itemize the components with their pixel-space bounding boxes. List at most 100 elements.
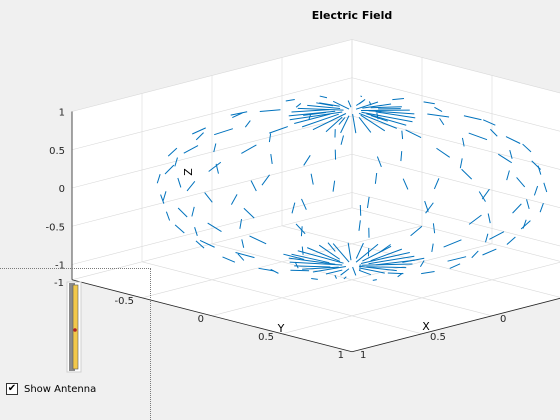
field-arrow — [192, 127, 206, 135]
antenna-feed-point — [73, 328, 77, 332]
field-arrow — [461, 137, 465, 147]
field-arrow — [164, 164, 175, 175]
pole-field-arrow — [352, 113, 357, 134]
field-arrow — [376, 156, 382, 168]
grid-line — [351, 115, 560, 170]
pole-field-arrow — [370, 106, 402, 109]
field-arrow — [191, 206, 195, 217]
field-arrow — [261, 174, 270, 186]
pole-field-arrow — [375, 111, 416, 119]
grid-line — [71, 39, 353, 112]
field-arrow — [481, 188, 490, 200]
pole-field-arrow — [312, 113, 347, 131]
field-arrow — [522, 143, 532, 153]
field-arrow — [183, 145, 199, 154]
field-arrow — [195, 240, 205, 249]
pole-field-arrow — [355, 242, 364, 259]
antenna-panel: ✔ Show Antenna — [0, 268, 151, 420]
field-arrow — [208, 161, 222, 172]
field-arrow — [199, 239, 215, 248]
grid-line — [71, 77, 353, 151]
field-arrow — [425, 202, 434, 214]
floor-wall — [72, 207, 560, 352]
z-tick-label: -0.5 — [45, 222, 65, 233]
pole-field-arrow — [291, 253, 330, 264]
field-arrow — [537, 165, 542, 175]
pole-field-arrow — [355, 101, 379, 110]
field-arrow — [485, 233, 489, 243]
pole-field-arrow — [325, 269, 343, 275]
field-arrow — [294, 261, 299, 269]
field-arrow — [497, 153, 513, 164]
field-arrow — [419, 260, 425, 268]
pole-field-arrow — [325, 116, 343, 133]
checkbox-box[interactable]: ✔ — [6, 383, 18, 395]
pole-field-arrow — [358, 117, 372, 133]
grid-line — [351, 153, 560, 209]
pole-field-arrow — [356, 100, 364, 106]
pole-field-arrow — [294, 113, 331, 125]
x-tick-label: 0.5 — [430, 332, 446, 343]
field-arrow — [235, 251, 255, 259]
field-arrow — [402, 178, 409, 190]
field-quiver — [156, 95, 548, 281]
antenna-element — [72, 284, 79, 370]
field-arrow — [459, 158, 463, 169]
x-tick-label: 1 — [360, 350, 366, 361]
field-arrow — [239, 218, 243, 229]
field-arrow — [478, 191, 486, 202]
field-arrow — [237, 253, 245, 261]
field-arrow — [215, 163, 219, 174]
pole-field-arrow — [358, 269, 372, 276]
field-arrow — [436, 147, 450, 158]
pole-field-arrow — [360, 251, 410, 264]
pole-field-arrow — [297, 250, 344, 264]
field-arrow — [482, 248, 497, 256]
plot-title: Electric Field — [312, 9, 392, 22]
field-arrow — [222, 256, 236, 263]
grid-line — [211, 243, 493, 317]
field-arrow — [461, 168, 473, 180]
show-antenna-checkbox[interactable]: ✔ Show Antenna — [6, 383, 96, 395]
field-arrow — [249, 235, 267, 245]
y-tick-label: 0 — [198, 314, 204, 325]
field-arrow — [434, 106, 443, 112]
field-arrow — [340, 135, 344, 145]
field-arrow — [177, 207, 188, 218]
x-axis-label: X — [422, 320, 430, 333]
field-arrow — [160, 194, 165, 204]
antenna-shadow — [69, 283, 75, 371]
field-arrow — [316, 102, 333, 107]
field-arrow — [372, 279, 377, 281]
pole-field-arrow — [291, 109, 330, 113]
z-tick-label: 0 — [59, 184, 65, 195]
field-arrow — [400, 151, 403, 162]
pole-field-arrow — [332, 243, 350, 263]
field-arrow — [387, 272, 404, 275]
field-arrow — [195, 132, 204, 141]
pole-field-arrow — [361, 111, 413, 123]
field-arrow — [392, 97, 405, 101]
field-arrow — [334, 274, 337, 279]
field-arrow — [433, 178, 440, 190]
field-arrow — [439, 118, 445, 126]
pole-field-arrow — [358, 265, 397, 272]
pole-field-arrow — [355, 243, 379, 263]
field-arrow — [370, 115, 388, 122]
z-tick-label: -1 — [55, 261, 65, 272]
field-arrow — [506, 170, 510, 181]
y-tick-label: 0.5 — [258, 332, 274, 343]
field-arrow — [243, 207, 255, 219]
grid-line — [281, 262, 560, 335]
pole-field-arrow — [340, 115, 350, 134]
field-arrow — [338, 117, 346, 125]
field-arrow — [358, 220, 361, 231]
field-arrow — [490, 128, 498, 137]
field-arrow — [295, 103, 302, 108]
field-arrow — [174, 224, 185, 234]
field-arrow — [543, 182, 548, 193]
field-arrow — [471, 250, 479, 259]
antenna-preview — [66, 281, 82, 373]
